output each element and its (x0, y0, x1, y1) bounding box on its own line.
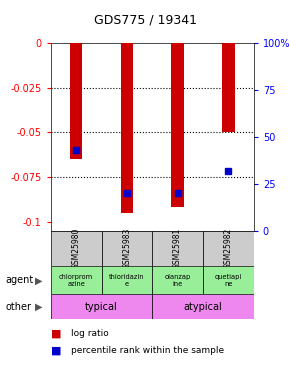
Text: GDS775 / 19341: GDS775 / 19341 (93, 13, 197, 26)
Text: GSM25981: GSM25981 (173, 228, 182, 269)
Text: ■: ■ (51, 329, 61, 339)
Bar (121, 43, 133, 213)
Text: GSM25982: GSM25982 (224, 228, 233, 269)
Bar (171, 43, 184, 207)
Bar (51, 231, 102, 266)
Text: other: other (6, 302, 32, 312)
Text: thioridazin
e: thioridazin e (109, 274, 145, 287)
Bar (102, 266, 152, 294)
Text: percentile rank within the sample: percentile rank within the sample (71, 346, 224, 355)
Bar (102, 231, 152, 266)
Text: agent: agent (6, 275, 34, 285)
Text: log ratio: log ratio (71, 329, 109, 338)
Bar (203, 231, 254, 266)
Bar (203, 266, 254, 294)
Text: chlorprom
azine: chlorprom azine (59, 274, 93, 287)
Text: atypical: atypical (184, 302, 222, 312)
Bar (152, 231, 203, 266)
Bar (152, 266, 203, 294)
Bar (51, 266, 102, 294)
Text: ▶: ▶ (35, 275, 43, 285)
Text: GSM25983: GSM25983 (122, 228, 131, 269)
Text: typical: typical (85, 302, 118, 312)
Text: GSM25980: GSM25980 (72, 228, 81, 269)
Text: olanzap
ine: olanzap ine (164, 274, 191, 287)
Text: quetiapi
ne: quetiapi ne (215, 274, 242, 287)
Bar (70, 43, 82, 159)
Text: ▶: ▶ (35, 302, 43, 312)
Bar (222, 43, 235, 132)
Bar (51, 294, 152, 319)
Text: ■: ■ (51, 346, 61, 355)
Bar (152, 294, 254, 319)
